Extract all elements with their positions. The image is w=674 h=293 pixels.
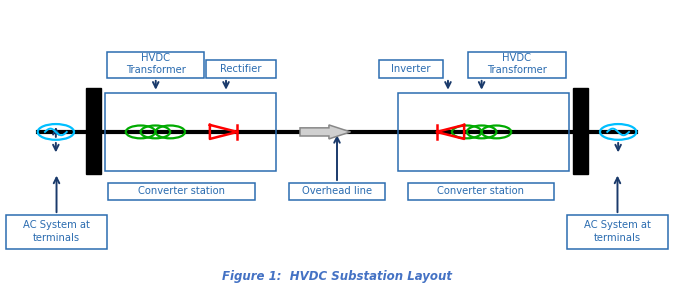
Text: Converter station: Converter station [437, 186, 524, 196]
Text: Rectifier: Rectifier [220, 64, 262, 74]
Bar [107, 52, 204, 78]
Text: Converter station: Converter station [138, 186, 225, 196]
Text: Inverter: Inverter [391, 64, 431, 74]
Bar [573, 88, 588, 174]
Bar [408, 183, 554, 200]
Bar [206, 60, 276, 78]
Text: AC System at
terminals: AC System at terminals [584, 220, 651, 243]
Bar [567, 215, 668, 248]
Text: Figure 1:  HVDC Substation Layout: Figure 1: HVDC Substation Layout [222, 270, 452, 283]
Text: HVDC
Transformer: HVDC Transformer [126, 53, 185, 76]
Bar [398, 93, 569, 171]
Bar [288, 183, 386, 200]
Bar [86, 88, 101, 174]
Bar [6, 215, 107, 248]
Bar [379, 60, 443, 78]
FancyArrow shape [300, 125, 350, 139]
Text: HVDC
Transformer: HVDC Transformer [487, 53, 547, 76]
Text: Overhead line: Overhead line [302, 186, 372, 196]
Text: AC System at
terminals: AC System at terminals [23, 220, 90, 243]
Bar [105, 93, 276, 171]
Bar [468, 52, 565, 78]
Bar [109, 183, 255, 200]
